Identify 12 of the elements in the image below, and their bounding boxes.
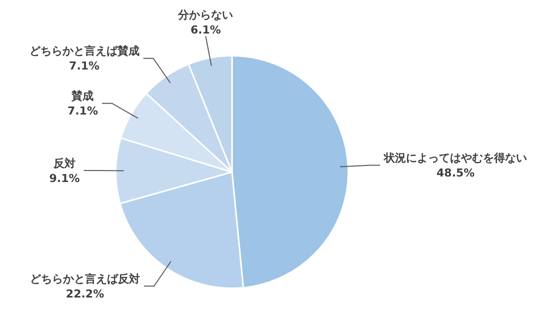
slice-label: 状況によってはやむを得ない: [383, 152, 528, 165]
data-label: 6.1%: [190, 24, 221, 37]
data-label: 48.5%: [436, 166, 475, 180]
slice-label: 反対: [52, 156, 76, 170]
data-label: 9.1%: [49, 172, 80, 185]
slice-label: どちらかと言えば反対: [30, 272, 140, 286]
slice-label: どちらかと言えば賛成: [29, 44, 140, 58]
data-label: 7.1%: [67, 104, 98, 118]
slice-label: 分からない: [177, 8, 234, 22]
slice-label: 賛成: [70, 90, 94, 103]
data-label: 7.1%: [69, 60, 100, 73]
data-label: 22.2%: [66, 288, 104, 301]
